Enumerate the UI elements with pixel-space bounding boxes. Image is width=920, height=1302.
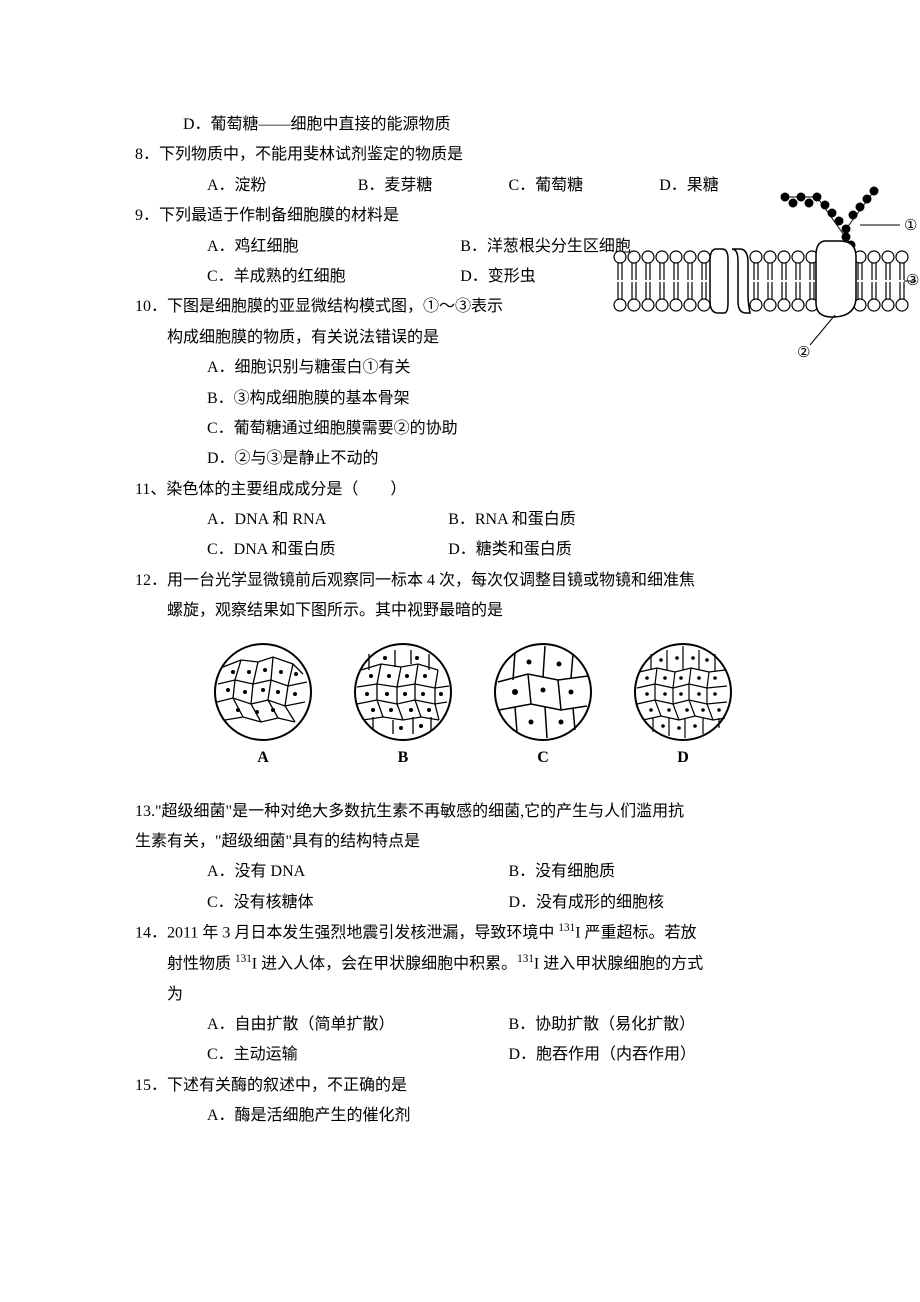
q13-row2: C．没有核糖体 D．没有成形的细胞核 [135, 888, 810, 918]
membrane-diagram: ① [610, 185, 920, 360]
q12-line1: 12．用一台光学显微镜前后观察同一标本 4 次，每次仅调整目镜或物镜和细准焦 [135, 566, 810, 596]
q8-a: A．淀粉 [207, 171, 358, 201]
q13-d: D．没有成形的细胞核 [509, 888, 811, 918]
q13-b: B．没有细胞质 [509, 857, 811, 887]
q9-c: C．羊成熟的红细胞 [207, 262, 460, 292]
q13-line2: 生素有关，"超级细菌"具有的结构特点是 [135, 827, 810, 857]
svg-text:②: ② [797, 345, 810, 360]
q13-row1: A．没有 DNA B．没有细胞质 [135, 857, 810, 887]
q14-line3: 为 [135, 980, 810, 1010]
microscope-views: A [135, 637, 810, 767]
q14-row2: C．主动运输 D．胞吞作用（内吞作用） [135, 1040, 810, 1070]
q13-a: A．没有 DNA [207, 857, 509, 887]
q10-d: D．②与③是静止不动的 [135, 444, 810, 474]
svg-text:①: ① [904, 218, 917, 234]
q15-stem: 15．下述有关酶的叙述中，不正确的是 [135, 1071, 810, 1101]
q10-b: B．③构成细胞膜的基本骨架 [135, 384, 810, 414]
q14-a: A．自由扩散（简单扩散） [207, 1010, 509, 1040]
q14-d: D．胞吞作用（内吞作用） [509, 1040, 811, 1070]
svg-text:③: ③ [906, 273, 919, 289]
svg-text:D: D [677, 749, 689, 766]
q13-line1: 13."超级细菌"是一种对绝大多数抗生素不再敏感的细菌,它的产生与人们滥用抗 [135, 797, 810, 827]
q13-c: C．没有核糖体 [207, 888, 509, 918]
q11-stem: 11、染色体的主要组成成分是（ ） [135, 475, 810, 505]
q8-stem: 8．下列物质中，不能用斐林试剂鉴定的物质是 [135, 140, 810, 170]
q14-row1: A．自由扩散（简单扩散） B．协助扩散（易化扩散） [135, 1010, 810, 1040]
svg-text:C: C [537, 749, 549, 766]
q14-b: B．协助扩散（易化扩散） [509, 1010, 811, 1040]
q14-line1: 14．2011 年 3 月日本发生强烈地震引发核泄漏，导致环境中 131I 严重… [135, 918, 810, 949]
q15-a: A．酶是活细胞产生的催化剂 [135, 1101, 810, 1131]
q7-option-d: D．葡萄糖——细胞中直接的能源物质 [135, 110, 810, 140]
svg-text:B: B [397, 749, 408, 766]
q14-line2: 射性物质 131I 进入人体，会在甲状腺细胞中积累。131I 进入甲状腺细胞的方… [135, 949, 810, 980]
q10-c: C．葡萄糖通过细胞膜需要②的协助 [135, 414, 810, 444]
q11-a: A．DNA 和 RNA [207, 505, 448, 535]
svg-text:A: A [257, 749, 269, 766]
q12-line2: 螺旋，观察结果如下图所示。其中视野最暗的是 [135, 596, 810, 626]
q11-row2: C．DNA 和蛋白质 D．糖类和蛋白质 [135, 535, 810, 565]
q11-d: D．糖类和蛋白质 [448, 535, 750, 565]
q9-a: A．鸡红细胞 [207, 232, 460, 262]
q11-row1: A．DNA 和 RNA B．RNA 和蛋白质 [135, 505, 810, 535]
q8-b: B．麦芽糖 [358, 171, 509, 201]
q14-c: C．主动运输 [207, 1040, 509, 1070]
q11-b: B．RNA 和蛋白质 [448, 505, 750, 535]
q11-c: C．DNA 和蛋白质 [207, 535, 448, 565]
